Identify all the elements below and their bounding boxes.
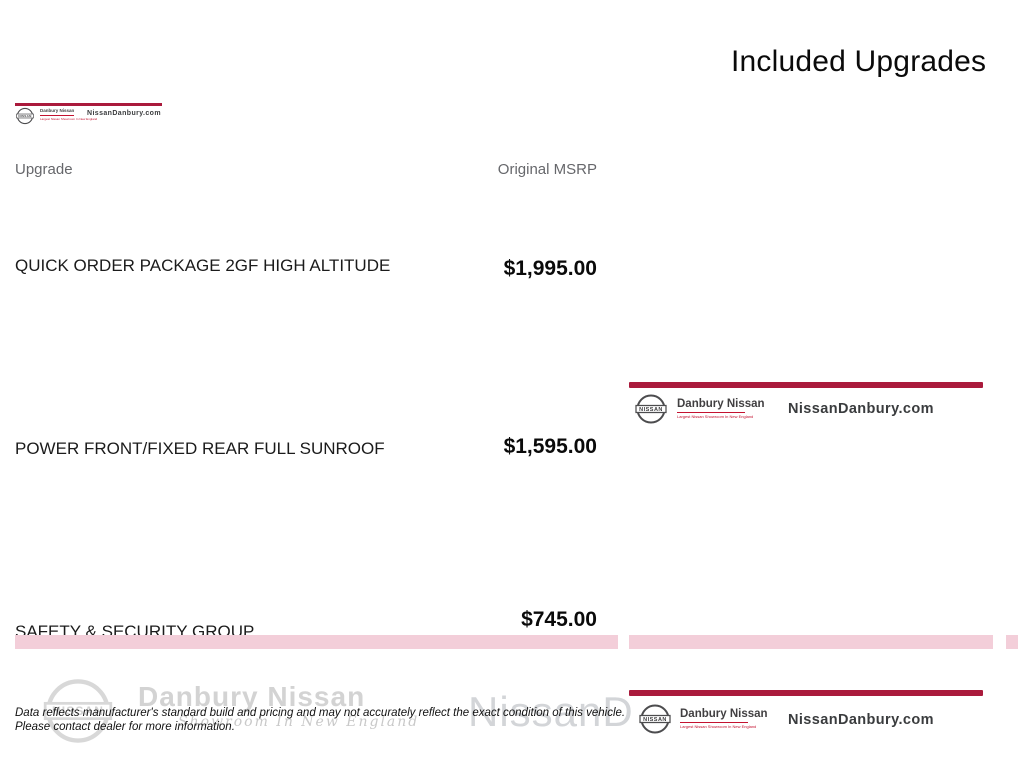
- dealer-url: NissanDanbury.com: [87, 110, 161, 117]
- nissan-badge-icon: NISSAN: [635, 394, 667, 424]
- svg-text:NISSAN: NISSAN: [18, 114, 32, 118]
- dealer-lockup-mid: Danbury Nissan Largest Nissan Showroom I…: [677, 398, 765, 419]
- dealer-script-watermark: Showroom In New England: [178, 714, 420, 730]
- dealer-url: NissanDanbury.com: [788, 401, 934, 417]
- dealer-rule: [677, 411, 745, 414]
- table-header-msrp: Original MSRP: [497, 161, 597, 178]
- brand-bar-mid: [629, 382, 983, 388]
- dealer-name: Danbury Nissan: [40, 108, 75, 113]
- pink-divider: [1006, 635, 1018, 649]
- upgrade-price: $745.00: [521, 608, 597, 631]
- dealer-url: NissanDanbury.com: [788, 712, 934, 728]
- svg-text:NISSAN: NISSAN: [52, 704, 104, 718]
- dealer-rule: [680, 721, 748, 724]
- dealer-lockup-bottom: Danbury Nissan Largest Nissan Showroom I…: [680, 708, 768, 729]
- upgrade-price: $1,995.00: [503, 257, 597, 280]
- dealer-rule: [40, 115, 74, 117]
- svg-text:NISSAN: NISSAN: [639, 407, 663, 413]
- page-title: Included Upgrades: [731, 45, 987, 78]
- brand-bar-bottom: [629, 690, 983, 696]
- dealer-tagline: Largest Nissan Showroom In New England: [40, 117, 98, 122]
- dealer-lockup-mini: Danbury Nissan Largest Nissan Showroom I…: [40, 108, 98, 122]
- nissan-badge-watermark-icon: NISSAN: [43, 679, 113, 743]
- nissan-badge-icon: NISSAN: [639, 704, 671, 734]
- svg-text:NISSAN: NISSAN: [643, 717, 667, 723]
- nissan-badge-icon: NISSAN: [16, 107, 34, 125]
- pink-divider: [15, 635, 618, 649]
- dealer-url-watermark-clip: NissanD: [468, 688, 632, 746]
- dealer-name-watermark: Danbury Nissan: [138, 681, 366, 712]
- disclaimer-line-1: Data reflects manufacturer's standard bu…: [15, 707, 626, 719]
- upgrade-name: QUICK ORDER PACKAGE 2GF HIGH ALTITUDE: [15, 256, 391, 275]
- brand-bar-top: [15, 103, 162, 106]
- table-header-upgrade: Upgrade: [15, 161, 73, 178]
- upgrade-name: POWER FRONT/FIXED REAR FULL SUNROOF: [15, 439, 385, 458]
- dealer-tagline: Largest Nissan Showroom In New England: [680, 724, 757, 730]
- dealer-tagline: Largest Nissan Showroom In New England: [677, 414, 754, 420]
- dealer-name: Danbury Nissan: [680, 708, 768, 720]
- disclaimer-line-2: Please contact dealer for more informati…: [15, 721, 235, 733]
- pink-divider: [629, 635, 993, 649]
- upgrade-price: $1,595.00: [503, 435, 597, 458]
- dealer-name: Danbury Nissan: [677, 398, 765, 410]
- dealer-url-watermark: NissanD: [468, 688, 632, 735]
